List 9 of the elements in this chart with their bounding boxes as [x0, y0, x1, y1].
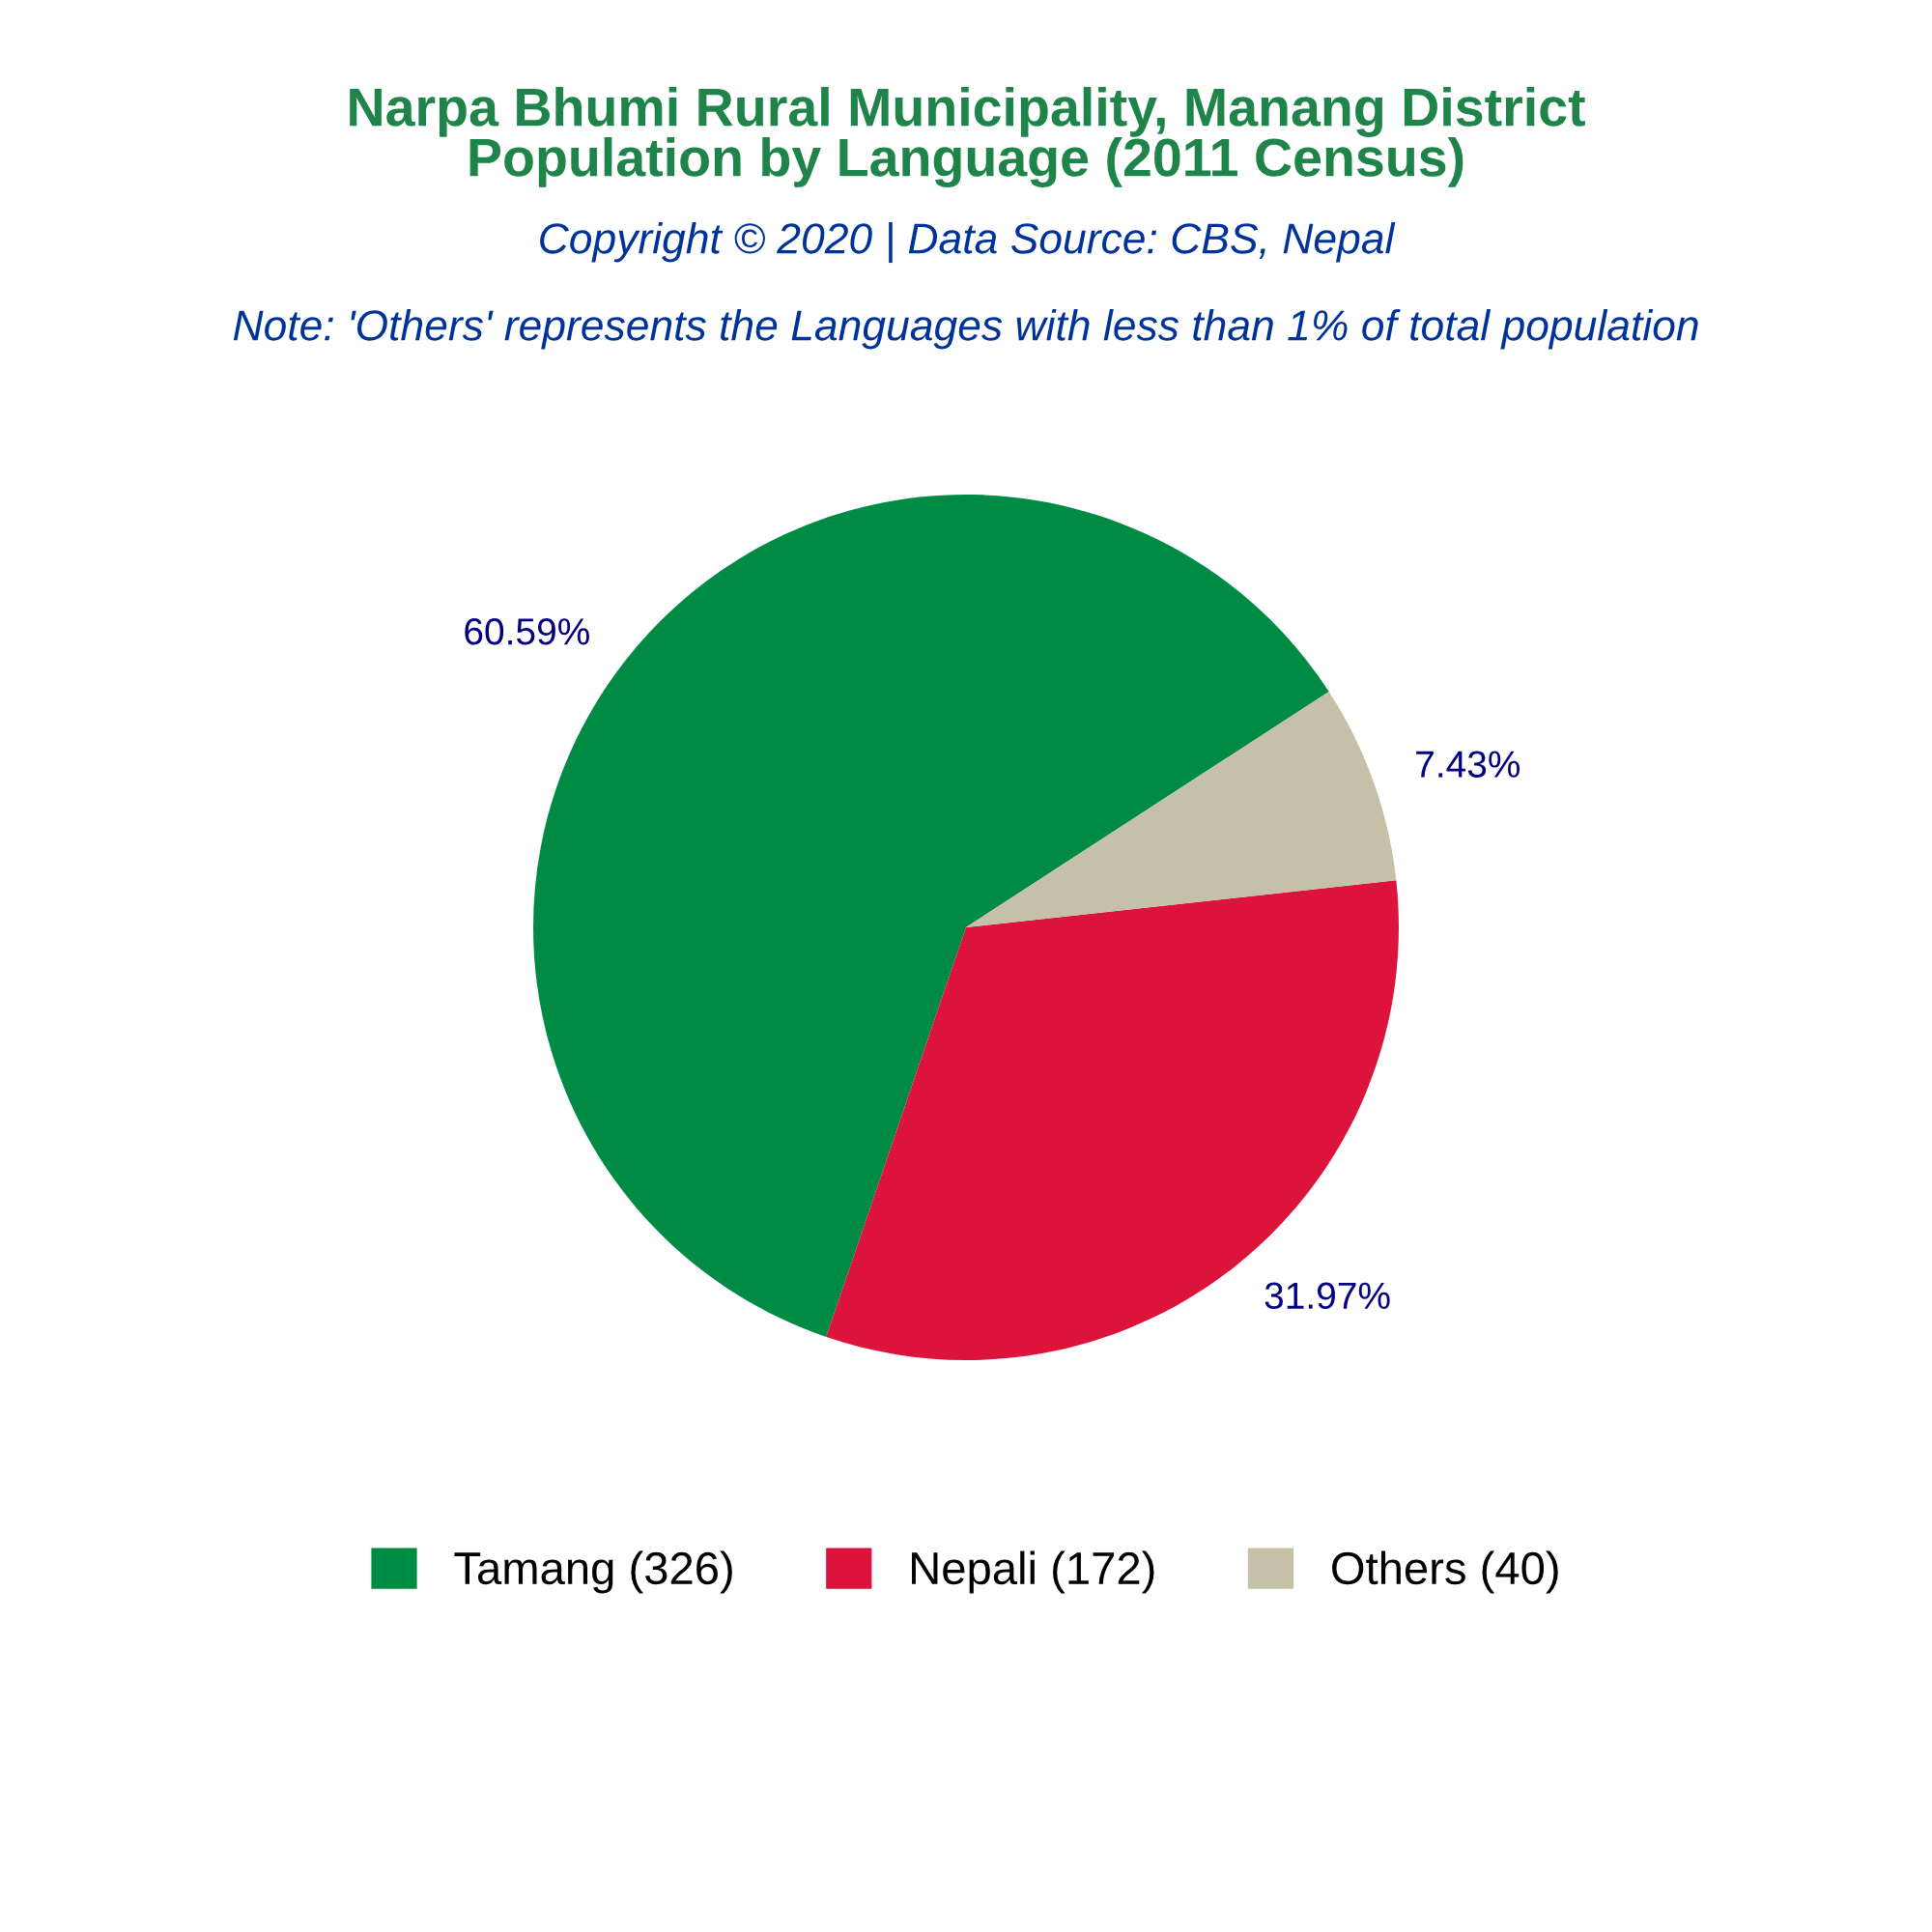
legend-label: Others (40) [1332, 1550, 1558, 1594]
legend-label: Tamang (326) [454, 1550, 732, 1594]
text: Note: 'Others' represents the Languages with less than 1% of total population [233, 309, 1698, 350]
legend-label: Nepali (172) [912, 1550, 1154, 1594]
data-label: 31.97% [1264, 1282, 1390, 1310]
data-label: 60.59% [465, 618, 589, 645]
data-label: 7.43% [1416, 751, 1520, 778]
chart-title: Narpa Bhumi Rural Municipality, Manang District Population by Language (2011 Census) [350, 87, 1585, 188]
chart-subtitle: Copyright © 2020 | Data Source: CBS, Nepal [540, 222, 1396, 264]
